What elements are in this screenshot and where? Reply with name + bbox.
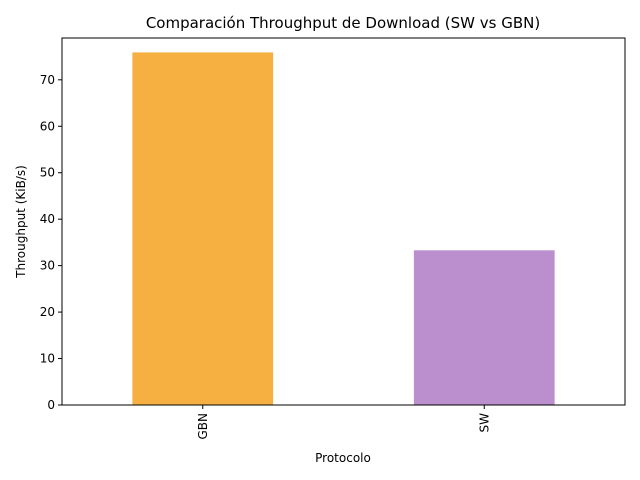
x-axis-label: Protocolo: [315, 451, 371, 465]
bar-gbn: [132, 52, 274, 405]
y-tick-label: 0: [47, 398, 55, 412]
x-axis: GBN SW: [196, 405, 491, 440]
y-axis-label: Throughput (KiB/s): [14, 165, 28, 279]
y-tick-label: 30: [40, 259, 55, 273]
y-axis: 0 10 20 30 40 50 60 70: [40, 73, 62, 412]
x-tick-label: GBN: [196, 413, 210, 440]
bars-layer: [132, 52, 555, 405]
y-tick-label: 70: [40, 73, 55, 87]
axes-frame: [61, 37, 626, 406]
y-tick-label: 60: [40, 119, 55, 133]
y-tick-label: 20: [40, 305, 55, 319]
bar-sw: [413, 250, 555, 405]
y-tick-label: 50: [40, 166, 55, 180]
y-tick-label: 40: [40, 212, 55, 226]
chart-title: Comparación Throughput de Download (SW v…: [146, 14, 540, 32]
x-tick-label: SW: [477, 413, 491, 433]
y-tick-label: 10: [40, 352, 55, 366]
